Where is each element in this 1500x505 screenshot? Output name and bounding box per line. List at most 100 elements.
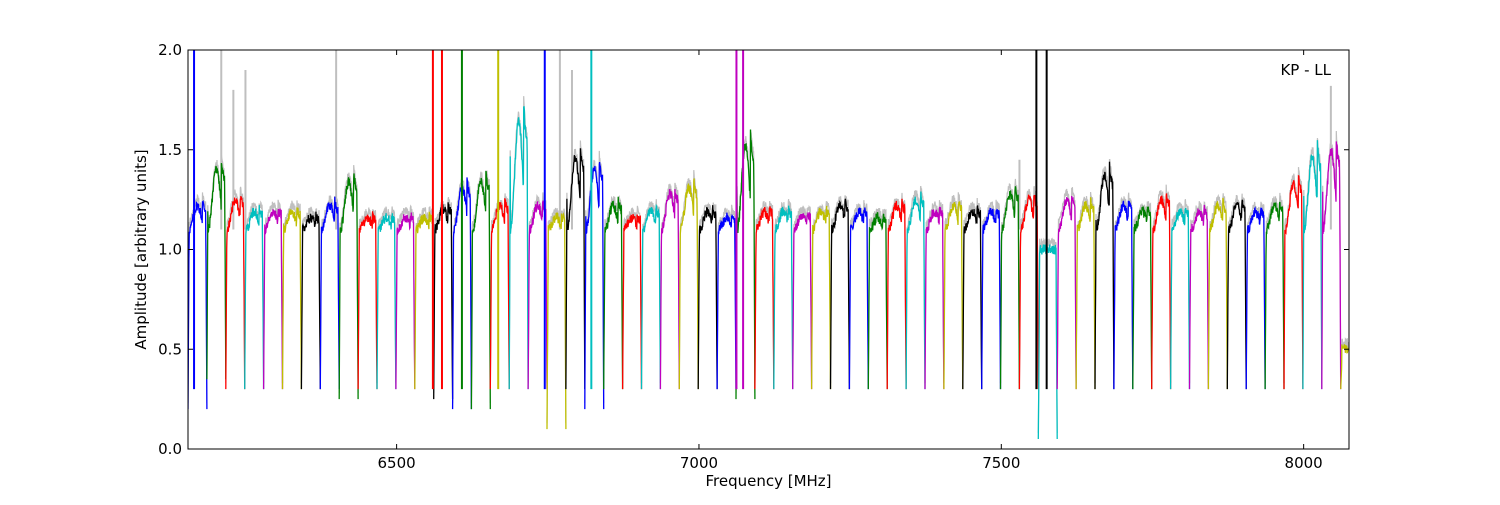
channel-series-53: [1169, 207, 1191, 390]
channel-series-39: [905, 191, 926, 390]
channel-series-50: [1113, 200, 1134, 390]
channel-series-31: [754, 206, 775, 390]
background-series-segment: [924, 200, 945, 384]
background-series-segment: [792, 204, 813, 384]
y-axis-label: Amplitude [arbitrary units]: [132, 149, 150, 349]
channel-series-57: [1245, 206, 1266, 390]
channel-series-34: [810, 205, 832, 390]
channel-series-9: [338, 173, 359, 400]
channel-series-10: [357, 211, 378, 390]
channel-series-16: [470, 170, 491, 410]
channel-series-29: [716, 212, 737, 390]
background-series-segment: [225, 186, 246, 384]
channel-series-46: [1037, 244, 1058, 440]
channel-series-58: [1264, 201, 1285, 390]
background-series-segment: [508, 96, 529, 384]
background-series-segment: [584, 150, 605, 404]
channel-series-60: [1302, 140, 1323, 390]
channel-series-47: [1056, 195, 1077, 390]
background-series-segment: [905, 185, 926, 384]
background-series-segment: [943, 192, 964, 384]
background-series-segment: [565, 140, 586, 384]
x-axis: 6500 7000 7500 8000: [378, 50, 1323, 472]
channel-series-35: [829, 198, 851, 390]
channel-series-25: [640, 203, 662, 390]
channel-series-13: [414, 211, 435, 390]
chart-annotation: KP - LL: [1280, 61, 1331, 79]
channel-series-36: [848, 207, 869, 390]
background-series-segment: [1037, 237, 1058, 434]
y-tick-label: 1.5: [158, 141, 182, 159]
channel-series-62: [1340, 344, 1349, 390]
channel-series-33: [792, 211, 813, 390]
background-series-segment: [1169, 199, 1191, 384]
channel-series-11: [376, 213, 397, 390]
background-series-segment: [1226, 193, 1247, 384]
x-tick-label: 7000: [680, 454, 718, 472]
channel-series-22: [584, 162, 605, 410]
background-series-segment: [1094, 159, 1115, 384]
channel-series-45: [1018, 194, 1039, 390]
background-series-segment: [300, 206, 321, 384]
channel-series-44: [999, 186, 1021, 390]
background-series-segment: [621, 205, 643, 384]
background-series-segment: [1207, 193, 1228, 384]
background-series-segment: [981, 199, 1002, 384]
background-series-segment: [395, 204, 416, 384]
plot-area: [188, 50, 1349, 440]
background-series-segment: [1188, 201, 1210, 384]
channel-series-54: [1188, 204, 1210, 390]
background-series-segment: [1283, 167, 1304, 384]
background-series-segment: [546, 207, 567, 424]
channel-series-7: [300, 211, 321, 390]
background-series-segment: [357, 207, 378, 384]
channel-series-48: [1075, 197, 1096, 390]
background-series-segment: [999, 178, 1021, 384]
background-series-segment: [659, 182, 680, 384]
background-series-segment: [414, 206, 435, 384]
background-series-segment: [1264, 192, 1285, 384]
background-series-segment: [1113, 192, 1134, 384]
background-series-segment: [867, 208, 888, 384]
channel-series-52: [1151, 193, 1172, 390]
channel-series-37: [867, 211, 888, 390]
channel-series-56: [1226, 199, 1247, 390]
background-series-segment: [735, 130, 756, 394]
background-series-segment: [470, 170, 491, 404]
y-tick-label: 0.5: [158, 340, 182, 358]
background-series-segment: [1245, 201, 1266, 384]
channel-series-28: [697, 205, 718, 390]
y-tick-label: 0.0: [158, 440, 182, 458]
background-series-segment: [1151, 184, 1172, 384]
channel-series-24: [621, 213, 643, 390]
channel-series-40: [924, 206, 945, 390]
channel-series-1: [188, 199, 208, 410]
background-series-segment: [716, 204, 737, 384]
channel-series-4: [244, 205, 265, 390]
x-tick-label: 8000: [1285, 454, 1323, 472]
channel-series-30: [735, 129, 756, 400]
y-tick-label: 2.0: [158, 41, 182, 59]
background-series-segment: [886, 192, 907, 384]
background-series-segment: [678, 170, 699, 384]
channel-series-27: [678, 178, 699, 390]
channel-series-18: [508, 106, 529, 390]
background-series-segment: [1302, 138, 1323, 384]
channel-series-8: [319, 196, 340, 390]
x-tick-label: 6500: [378, 454, 416, 472]
channel-series-32: [773, 205, 794, 390]
x-tick-label: 7500: [982, 454, 1020, 472]
channel-series-38: [886, 198, 907, 390]
channel-series-21: [565, 148, 586, 390]
channel-series-12: [395, 212, 416, 390]
channel-series-41: [943, 201, 964, 390]
background-series-segment: [1340, 337, 1349, 384]
channel-series-20: [546, 211, 567, 430]
background-series-segment: [1075, 191, 1096, 384]
background-series-segment: [206, 153, 227, 374]
background-series-segment: [1056, 187, 1077, 384]
background-series-segment: [433, 196, 454, 394]
background-series-segment: [338, 165, 359, 394]
y-tick-label: 1.0: [158, 241, 182, 259]
